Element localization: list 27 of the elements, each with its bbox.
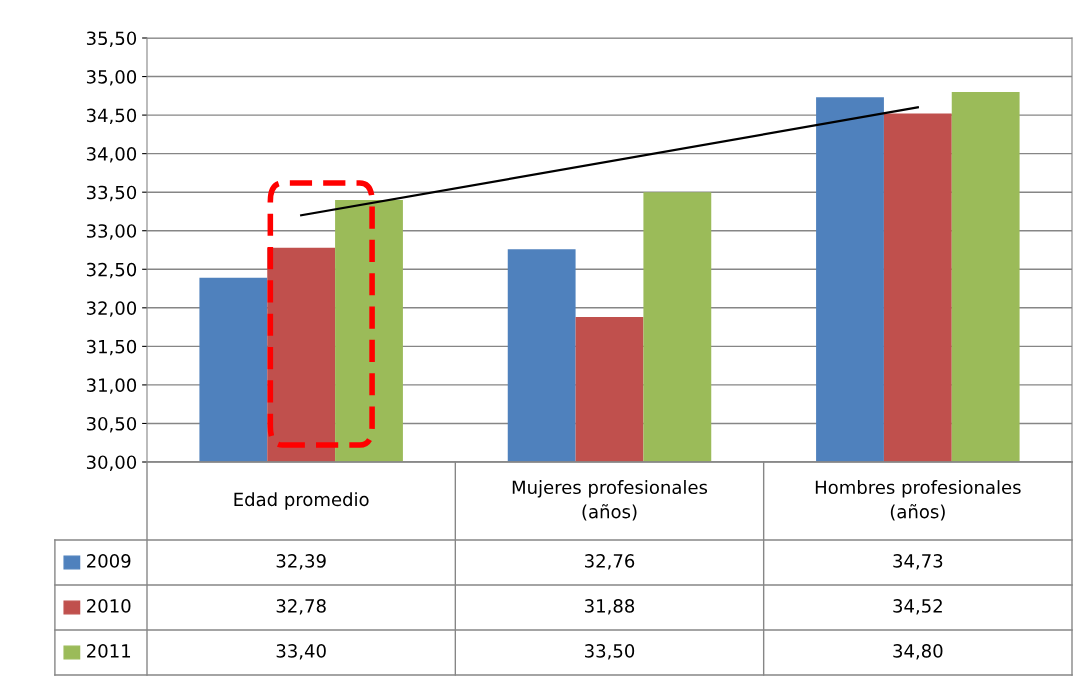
y-tick-label: 33,50 [86,185,137,202]
data-label: 32,76 [585,554,635,570]
data-label: 33,40 [276,644,326,660]
legend-label: 2009 [87,554,131,568]
y-tick-label: 31,00 [86,378,137,394]
data-label: 34,80 [893,644,943,660]
y-tick-label: 34,00 [86,147,137,163]
x-tick-label: Edad promedio [234,492,369,510]
y-tick-label: 35,50 [86,31,137,47]
y-tick-label: 33,00 [86,224,137,240]
y-tick-label: 35,00 [86,70,137,86]
data-label: 34,73 [893,554,943,570]
y-tick-label: 34,50 [86,108,137,125]
y-tick-label: 31,50 [86,339,137,356]
data-label: 34,52 [893,599,942,615]
x-tick-label: Hombres profesionales (años) [815,480,1021,521]
x-tick-label: Mujeres profesionales (años) [512,480,708,521]
y-tick-label: 32,00 [86,301,137,317]
y-tick-label: 30,00 [86,455,137,471]
y-tick-label: 32,50 [86,262,137,279]
data-label: 32,39 [276,554,326,570]
y-tick-label: 30,50 [86,416,137,433]
data-label: 33,50 [585,644,635,660]
legend-label: 2010 [87,599,131,613]
legend-label: 2011 [87,644,131,658]
data-label: 32,78 [276,599,326,615]
data-label: 31,88 [585,599,635,615]
